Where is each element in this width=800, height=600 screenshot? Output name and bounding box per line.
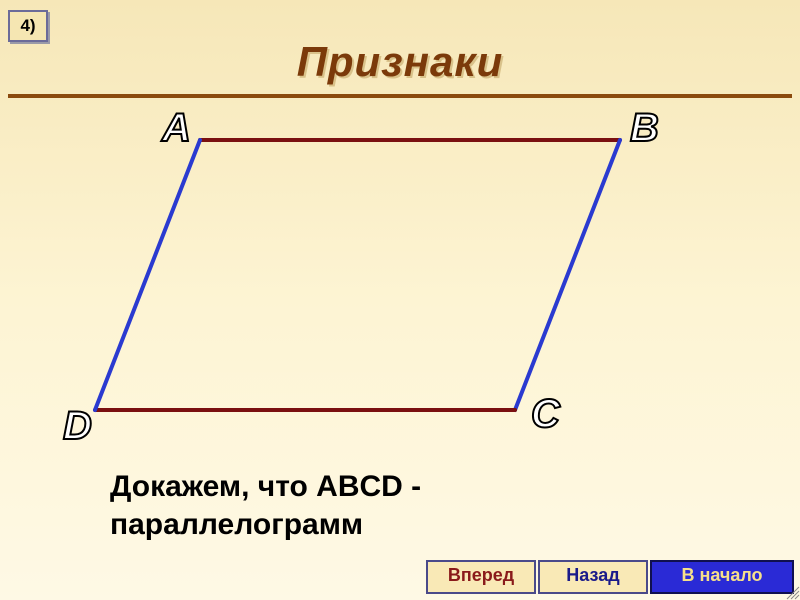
nav-bar: Вперед Назад В начало [426,560,794,594]
vertex-label-B: B [630,106,659,151]
vertex-label-A: A [162,106,191,151]
title-container: Признаки [0,38,800,86]
forward-label: Вперед [448,565,514,585]
vertex-label-C: C [531,392,560,437]
slide-number-text: 4) [20,16,35,35]
forward-button[interactable]: Вперед [426,560,536,594]
edge-DA [95,140,200,410]
slide: 4) Признаки A B C D Докажем, что ABCD - пар… [0,0,800,600]
title-rule [8,94,792,98]
parallelogram-figure: A B C D [0,100,800,460]
diagram-svg [0,100,800,460]
edge-BC [515,140,620,410]
home-button[interactable]: В начало [650,560,794,594]
home-label: В начало [681,565,762,585]
vertex-label-D: D [63,404,92,449]
back-label: Назад [566,565,619,585]
page-title: Признаки [297,38,504,85]
resize-handle-icon [784,584,800,600]
proof-caption: Докажем, что ABCD - параллелограмм [110,468,670,543]
back-button[interactable]: Назад [538,560,648,594]
